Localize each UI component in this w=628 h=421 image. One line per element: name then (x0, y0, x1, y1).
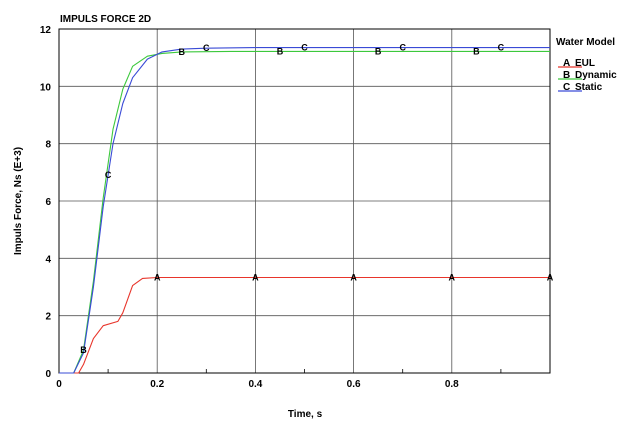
legend-marker: C (563, 82, 570, 93)
series-line-dynamic (59, 50, 550, 374)
x-axis-label: Time, s (288, 409, 323, 420)
y-tick-label: 6 (45, 197, 51, 208)
series-lines (59, 47, 550, 374)
axis-ticks: 0 0.2 0.4 0.6 0.8 0 2 4 6 8 10 12 (40, 25, 502, 390)
series-marker-c: C (498, 43, 505, 53)
series-markers: A A A A A B B B B B C C C C C (80, 43, 553, 355)
series-marker-a: A (350, 273, 357, 283)
y-tick-label: 0 (45, 369, 51, 380)
series-line-eul (59, 276, 550, 374)
series-marker-b: B (375, 46, 382, 56)
y-tick-label: 8 (45, 140, 51, 151)
series-marker-c: C (399, 43, 406, 53)
series-line-static (59, 47, 550, 374)
series-marker-b: B (277, 46, 284, 56)
legend-label: Static (575, 82, 603, 93)
y-tick-label: 4 (45, 254, 51, 265)
series-marker-a: A (547, 273, 554, 283)
y-tick-label: 10 (40, 82, 52, 93)
y-axis-label: Impuls Force, Ns (E+3) (13, 147, 24, 255)
series-marker-b: B (179, 47, 186, 57)
series-marker-c: C (105, 170, 112, 180)
x-tick-label: 0.2 (150, 379, 164, 390)
series-marker-c: C (203, 43, 210, 53)
legend: Water Model A EUL B Dynamic C Static (556, 37, 617, 93)
legend-title: Water Model (556, 37, 615, 48)
x-tick-label: 0.8 (445, 379, 459, 390)
x-tick-label: 0 (56, 379, 62, 390)
y-tick-label: 12 (40, 25, 52, 36)
legend-marker: A (563, 58, 570, 69)
legend-marker: B (563, 70, 570, 81)
series-marker-a: A (154, 273, 161, 283)
chart-title: IMPULS FORCE 2D (60, 14, 151, 25)
legend-label: EUL (575, 58, 595, 69)
x-tick-label: 0.4 (248, 379, 262, 390)
series-marker-a: A (252, 273, 259, 283)
y-tick-label: 2 (45, 312, 51, 323)
series-marker-b: B (80, 345, 87, 355)
series-marker-c: C (301, 43, 308, 53)
series-marker-a: A (449, 273, 456, 283)
legend-label: Dynamic (575, 70, 617, 81)
grid (59, 29, 550, 373)
x-tick-label: 0.6 (347, 379, 361, 390)
series-marker-b: B (473, 46, 480, 56)
